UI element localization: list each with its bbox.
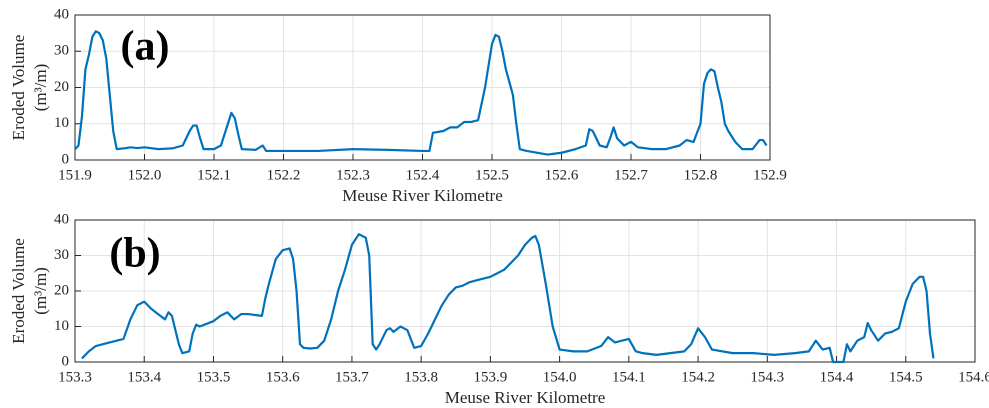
y-axis-label: Eroded Volume — [9, 35, 28, 141]
y-tick-label: 0 — [62, 151, 70, 167]
x-tick-label: 152.9 — [753, 167, 787, 183]
x-tick-label: 152.1 — [197, 167, 231, 183]
y-axis-label: Eroded Volume — [9, 238, 28, 344]
x-tick-label: 154.1 — [612, 369, 646, 385]
axes-box — [74, 14, 771, 161]
x-axis-label: Meuse River Kilometre — [342, 186, 503, 205]
y-tick-label: 40 — [54, 6, 69, 22]
y-tick-label: 40 — [54, 211, 69, 227]
x-tick-label: 152.4 — [406, 167, 440, 183]
x-tick-label: 151.9 — [58, 167, 92, 183]
x-tick-label: 153.7 — [335, 369, 369, 385]
x-tick-label: 154.2 — [681, 369, 715, 385]
x-tick-label: 152.0 — [128, 167, 162, 183]
x-tick-label: 154.5 — [889, 369, 923, 385]
y-tick-label: 20 — [54, 282, 69, 298]
x-tick-label: 152.2 — [267, 167, 301, 183]
x-tick-label: 153.6 — [266, 369, 300, 385]
x-tick-label: 154.6 — [958, 369, 989, 385]
x-tick-label: 153.4 — [127, 369, 161, 385]
y-tick-label: 30 — [54, 43, 69, 59]
y-tick-label: 0 — [62, 353, 70, 369]
y-axis-label: (m³/m) — [31, 267, 50, 315]
panel-annotation: (b) — [109, 231, 160, 277]
x-tick-label: 154.4 — [820, 369, 854, 385]
y-tick-label: 10 — [54, 318, 69, 334]
x-tick-label: 153.8 — [404, 369, 438, 385]
x-axis-label: Meuse River Kilometre — [445, 388, 606, 407]
y-tick-label: 10 — [54, 115, 69, 131]
x-tick-label: 152.8 — [684, 167, 718, 183]
y-tick-label: 30 — [54, 247, 69, 263]
x-tick-label: 152.6 — [545, 167, 579, 183]
x-tick-label: 153.9 — [474, 369, 508, 385]
x-tick-label: 152.7 — [614, 167, 648, 183]
x-tick-label: 153.3 — [58, 369, 92, 385]
panel-annotation: (a) — [121, 24, 170, 70]
data-line — [74, 30, 768, 156]
y-tick-label: 20 — [54, 79, 69, 95]
axes-box — [74, 219, 976, 363]
x-tick-label: 154.3 — [750, 369, 784, 385]
x-tick-label: 152.5 — [475, 167, 509, 183]
y-axis-label: (m³/m) — [31, 64, 50, 112]
x-tick-label: 153.5 — [197, 369, 231, 385]
x-tick-label: 152.3 — [336, 167, 370, 183]
x-tick-label: 154.0 — [543, 369, 577, 385]
data-line — [81, 233, 935, 364]
